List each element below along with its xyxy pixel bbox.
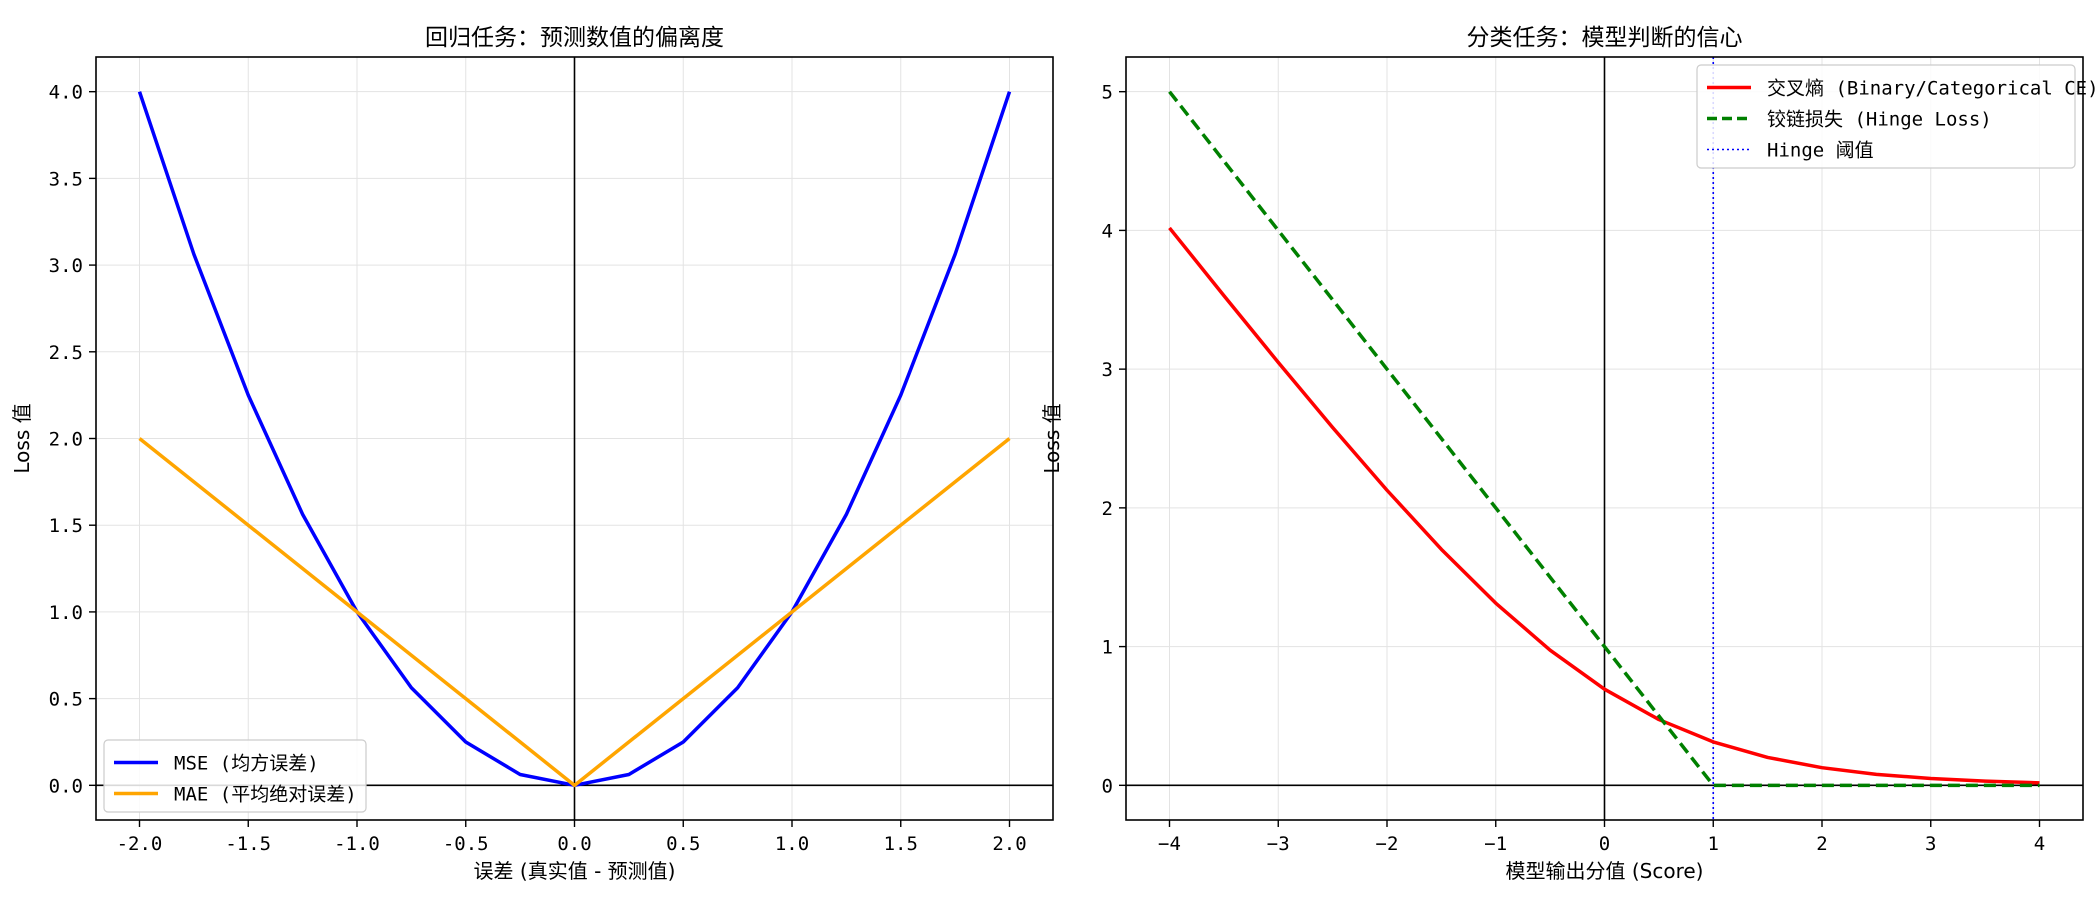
chart-title: 回归任务：预测数值的偏离度	[425, 25, 724, 51]
series-line-2	[1168, 90, 2040, 788]
chart-title: 分类任务：模型判断的信心	[1467, 25, 1743, 51]
y-tick-label: 3	[1102, 359, 1113, 381]
x-tick-label: −4	[1158, 833, 1181, 855]
y-tick-label: 1.5	[49, 515, 83, 537]
x-tick-label: 2	[1816, 833, 1827, 855]
legend-label: 铰链损失 (Hinge Loss)	[1767, 109, 1992, 131]
y-tick-label: 1.0	[49, 602, 83, 624]
x-tick-label: 1.5	[884, 833, 918, 855]
legend-label: MSE (均方误差)	[174, 753, 319, 775]
y-tick-label: 0	[1102, 775, 1113, 797]
y-tick-label: 0.5	[49, 689, 83, 711]
x-tick-label: 3	[1925, 833, 1936, 855]
y-tick-label: 3.0	[49, 255, 83, 277]
legend-box	[103, 739, 367, 813]
x-tick-label: 0.5	[666, 833, 700, 855]
x-tick-label: 2.0	[992, 833, 1026, 855]
y-tick-label: 2.5	[49, 342, 83, 364]
x-tick-label: -1.5	[225, 833, 271, 855]
x-tick-label: -2.0	[117, 833, 163, 855]
y-tick-label: 2	[1102, 498, 1113, 520]
x-tick-label: −3	[1267, 833, 1290, 855]
x-tick-label: -1.0	[334, 833, 380, 855]
legend-label: MAE (平均绝对误差)	[174, 784, 357, 806]
series-line-1	[1168, 226, 2040, 785]
chart-panel-1: -2.0 -1.5 -1.0 -0.5 0.0 0.5 1.0 1.5 2.0 0.0 0.5 1.0…	[10, 25, 1054, 883]
y-tick-label: 3.5	[49, 168, 83, 190]
legend-box	[1696, 64, 2076, 169]
y-tick-label: 1	[1102, 637, 1113, 659]
x-tick-label: 1	[1708, 833, 1719, 855]
y-tick-label: 4	[1102, 220, 1113, 242]
legend: 交叉熵 (Binary/Categorical CE) 铰链损失 (Hinge L…	[1696, 64, 2099, 169]
legend-label: Hinge 阈值	[1767, 140, 1874, 162]
x-tick-label: 0	[1599, 833, 1610, 855]
x-tick-label: 1.0	[775, 833, 809, 855]
y-tick-label: 2.0	[49, 429, 83, 451]
x-tick-label: 0.0	[557, 833, 591, 855]
series-line-2	[138, 437, 1011, 788]
x-tick-label: 4	[2034, 833, 2045, 855]
y-tick-label: 5	[1102, 82, 1113, 104]
y-tick-label: 4.0	[49, 82, 83, 104]
x-tick-label: -0.5	[443, 833, 489, 855]
x-tick-label: −1	[1484, 833, 1507, 855]
y-axis-label: Loss 值	[10, 403, 34, 473]
legend: MSE (均方误差) MAE (平均绝对误差)	[103, 739, 367, 813]
y-tick-label: 0.0	[49, 775, 83, 797]
x-axis-label: 误差 (真实值 - 预测值)	[474, 859, 676, 883]
y-axis-label: Loss 值	[1040, 403, 1064, 473]
legend-label: 交叉熵 (Binary/Categorical CE)	[1767, 78, 2099, 100]
x-axis-label: 模型输出分值 (Score)	[1506, 859, 1704, 883]
x-tick-label: −2	[1376, 833, 1399, 855]
